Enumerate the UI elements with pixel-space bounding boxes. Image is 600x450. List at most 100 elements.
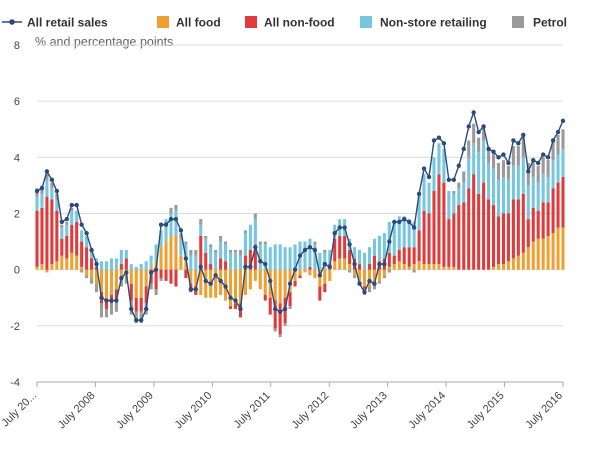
bar-all-food [35, 266, 39, 270]
bar-all-food [362, 269, 367, 287]
bar-all-food [99, 269, 104, 293]
bar-petrol [482, 126, 486, 141]
bar-all-food [506, 261, 510, 270]
data-point-all-retail-sales [193, 287, 198, 292]
bar-all-food [516, 255, 520, 270]
data-point-all-retail-sales [357, 281, 362, 286]
bar-non-store-retailing [204, 238, 208, 253]
bar-non-store-retailing [407, 219, 411, 248]
bar-all-non-food [358, 264, 362, 270]
bar-petrol [273, 328, 277, 332]
bar-petrol [55, 193, 59, 200]
bar-all-non-food [496, 216, 501, 265]
bar-non-store-retailing [184, 244, 188, 262]
bar-non-store-retailing [536, 182, 540, 211]
bar-petrol [496, 162, 501, 180]
bar-petrol [367, 286, 372, 293]
data-point-all-retail-sales [461, 146, 466, 152]
bar-non-store-retailing [35, 196, 39, 211]
data-point-all-retail-sales [446, 177, 452, 182]
bar-petrol [50, 182, 54, 189]
y-tick-label: 6 [14, 96, 20, 108]
bar-non-store-retailing [422, 174, 426, 211]
bar-all-food [90, 269, 94, 279]
bar-all-food [139, 269, 143, 298]
data-point-all-retail-sales [139, 318, 144, 323]
bar-all-non-food [323, 283, 327, 293]
data-point-all-retail-sales [59, 219, 65, 225]
bar-all-food [303, 269, 307, 273]
bar-all-food [536, 238, 540, 270]
data-point-all-retail-sales [64, 216, 69, 222]
bar-all-food [109, 269, 113, 295]
bar-all-non-food [442, 182, 446, 267]
bar-all-food [189, 269, 193, 284]
bar-non-store-retailing [99, 261, 104, 270]
legend-item-all-non-food[interactable]: All non-food [245, 16, 335, 30]
bar-all-non-food [541, 202, 545, 239]
bar-all-non-food [482, 182, 486, 270]
bar-petrol [179, 233, 183, 239]
bar-non-store-retailing [164, 219, 168, 242]
legend-label-non-store-retailing: Non-store retailing [380, 16, 487, 30]
legend-item-petrol[interactable]: Petrol [512, 16, 567, 30]
legend-item-all-food[interactable]: All food [157, 16, 221, 30]
bar-all-food [397, 261, 401, 270]
bar-all-non-food [169, 269, 173, 284]
bar-non-store-retailing [546, 176, 550, 203]
bar-petrol [124, 275, 128, 284]
data-point-all-retail-sales [134, 318, 139, 323]
bar-all-food [85, 269, 89, 276]
data-point-all-retail-sales [402, 216, 407, 222]
bar-non-store-retailing [442, 148, 446, 183]
bar-all-food [358, 269, 362, 281]
data-point-all-retail-sales [79, 222, 84, 227]
data-point-all-retail-sales [491, 149, 496, 154]
bar-non-store-retailing [506, 179, 510, 214]
bar-non-store-retailing [397, 216, 401, 251]
bar-petrol [412, 269, 416, 273]
bar-all-food [238, 269, 242, 304]
bar-all-non-food [318, 286, 322, 301]
bar-all-food [333, 261, 337, 270]
data-point-all-retail-sales [109, 298, 114, 303]
bar-petrol [194, 250, 198, 256]
bar-non-store-retailing [516, 165, 520, 200]
bar-all-food [442, 266, 446, 270]
bar-petrol [233, 250, 238, 253]
bar-all-food [248, 269, 252, 290]
data-point-all-retail-sales [312, 247, 318, 253]
legend-item-non-store-retailing[interactable]: Non-store retailing [360, 16, 487, 30]
bar-petrol [134, 311, 138, 324]
bar-petrol [228, 250, 233, 253]
bar-petrol [238, 250, 242, 256]
data-point-all-retail-sales [367, 278, 372, 284]
bar-petrol [104, 308, 109, 318]
bar-non-store-retailing [531, 176, 535, 208]
bar-non-store-retailing [228, 252, 233, 270]
data-point-all-retail-sales [99, 295, 104, 300]
legend-swatch-all-food [157, 16, 169, 28]
bar-non-store-retailing [427, 182, 431, 214]
bar-non-store-retailing [40, 193, 44, 208]
bar-petrol [452, 191, 456, 194]
bar-all-food [556, 227, 560, 270]
legend-item-all-retail-sales[interactable]: All retail sales [2, 16, 108, 30]
x-tick-label: July 2015 [465, 390, 507, 432]
bar-non-store-retailing [258, 244, 262, 270]
bar-all-non-food [561, 176, 565, 228]
bar-petrol [224, 241, 228, 245]
bar-all-food [263, 269, 267, 295]
bar-all-non-food [531, 207, 535, 242]
bar-all-food [293, 269, 297, 281]
bar-all-food [243, 269, 247, 295]
data-point-all-retail-sales [516, 141, 521, 146]
bar-all-food [45, 269, 49, 273]
bar-all-food [233, 269, 238, 304]
bar-non-store-retailing [457, 188, 461, 206]
bar-petrol [90, 278, 94, 284]
data-point-all-retail-sales [168, 216, 174, 222]
data-point-all-retail-sales [208, 281, 213, 286]
bar-all-non-food [70, 224, 74, 253]
